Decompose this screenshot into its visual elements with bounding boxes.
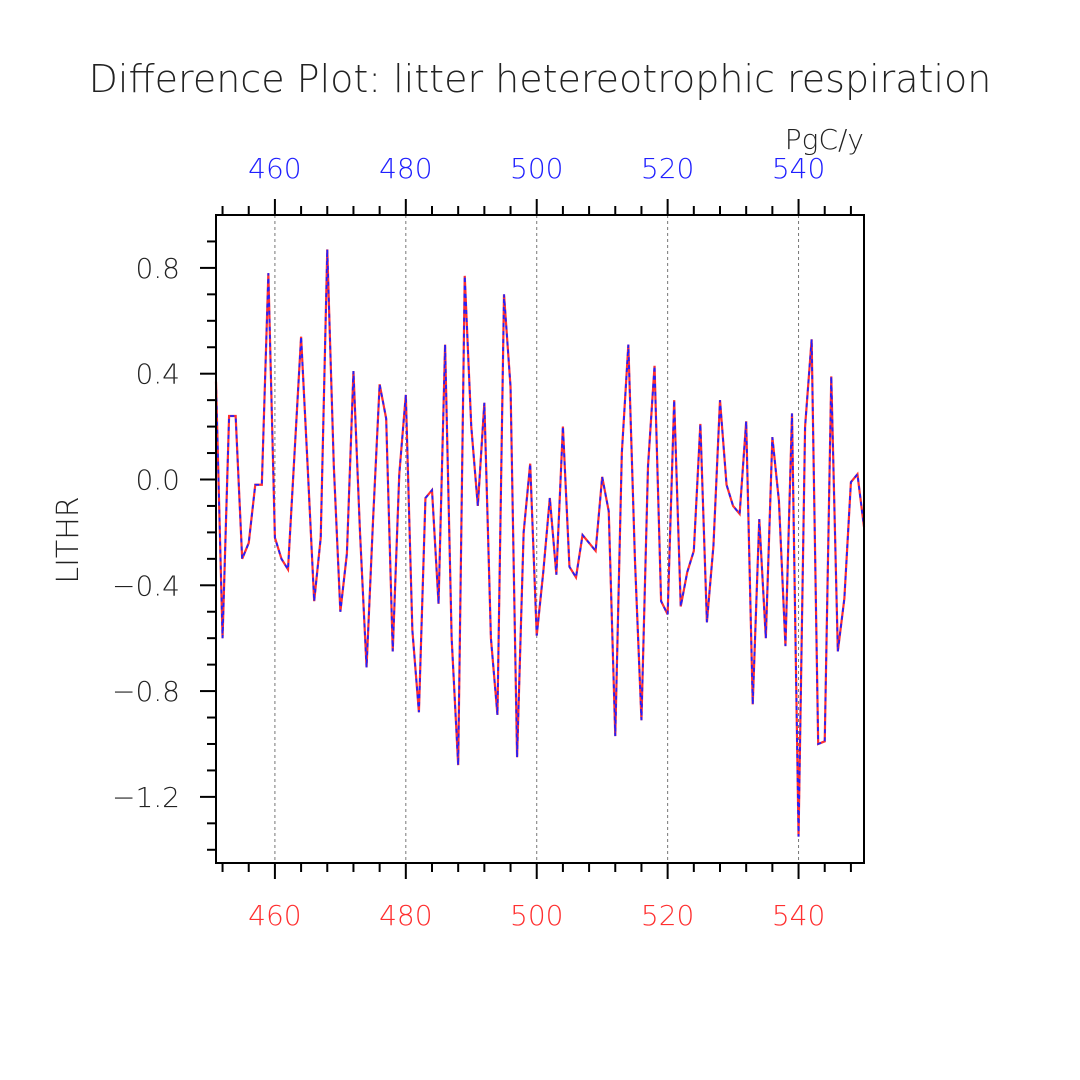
x-tick-label-bottom: 520 <box>641 899 694 932</box>
data-lines <box>214 249 866 837</box>
y-axis-label: LITHR <box>51 496 86 583</box>
y-tick-label: 0.8 <box>135 252 180 285</box>
grid-lines <box>274 215 800 863</box>
y-tick-label: 0.0 <box>135 463 180 496</box>
y-tick-label: 0.4 <box>135 358 180 391</box>
series-line-2 <box>215 249 865 837</box>
x-tick-label-bottom: 500 <box>510 899 563 932</box>
x-tick-label-top: 460 <box>248 152 301 185</box>
tick-labels: 460 460 480 480 500 500 520 520 540 540 0.8 0.4 0.0 −… <box>112 152 825 932</box>
x-tick-label-top: 540 <box>772 152 825 185</box>
x-tick-label-bottom: 540 <box>772 899 825 932</box>
y-tick-label: −0.8 <box>112 675 180 708</box>
plot-frame <box>215 214 865 864</box>
x-tick-label-top: 520 <box>641 152 694 185</box>
chart-title: Difference Plot: litter hetereotrophic r… <box>89 57 992 101</box>
y-tick-label: −0.4 <box>112 569 180 602</box>
axis-ticks <box>200 199 852 879</box>
x-tick-label-top: 500 <box>510 152 563 185</box>
series-line-1 <box>214 249 866 837</box>
y-tick-label: −1.2 <box>112 781 180 814</box>
units-label: PgC/y <box>785 123 864 156</box>
x-tick-label-bottom: 480 <box>379 899 432 932</box>
x-tick-label-bottom: 460 <box>248 899 301 932</box>
x-tick-label-top: 480 <box>379 152 432 185</box>
